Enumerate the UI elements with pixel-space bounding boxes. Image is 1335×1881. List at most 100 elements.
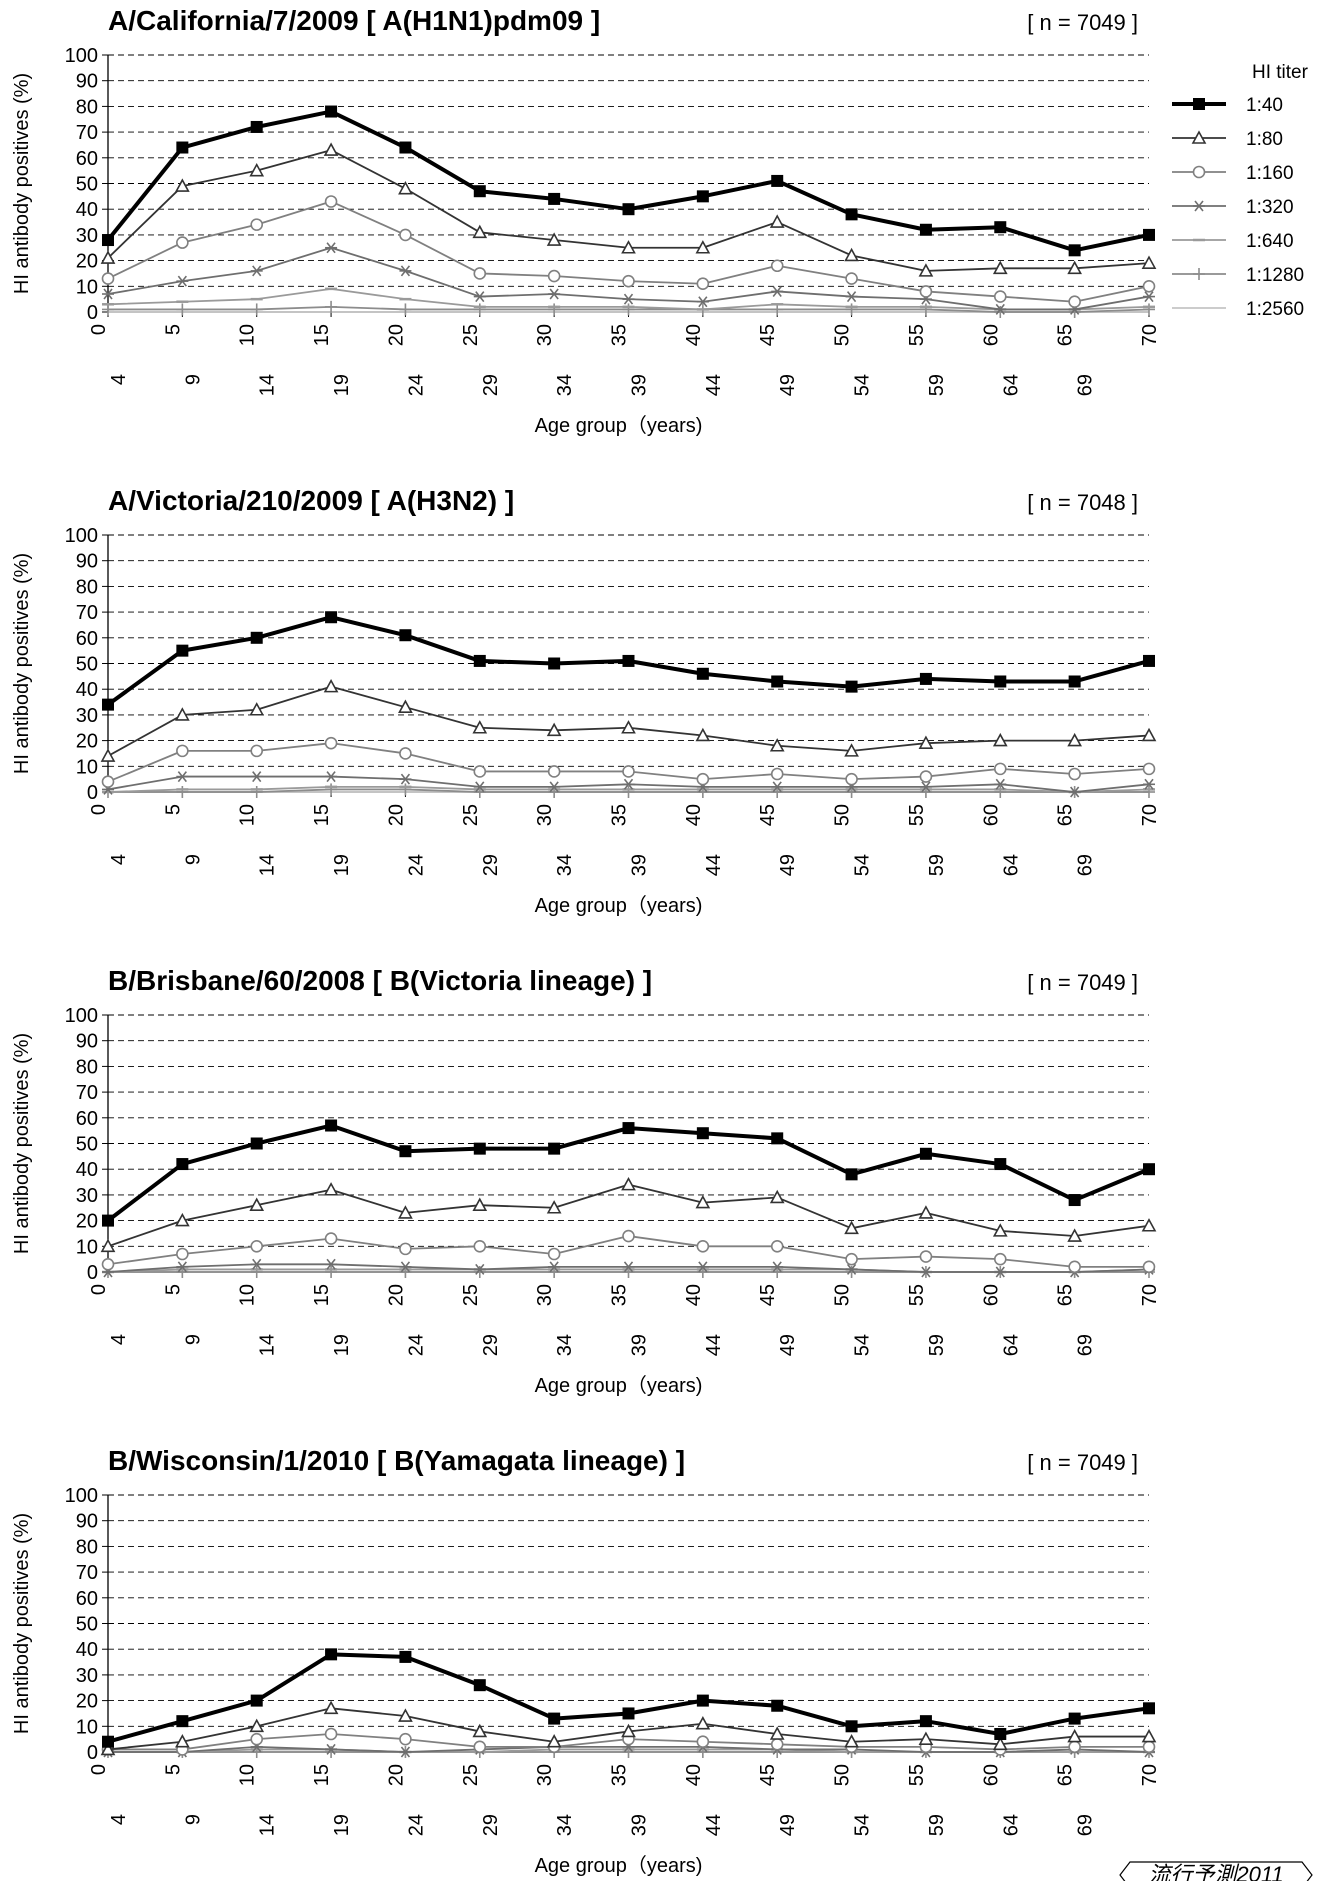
x-tick-label-start: 0 [88, 1764, 110, 1775]
x-tick-label-start: 10 [237, 324, 259, 346]
data-point [696, 1261, 709, 1273]
data-point [472, 1197, 488, 1211]
y-tick-label: 70 [76, 602, 98, 624]
data-point [696, 1694, 709, 1707]
data-point [250, 218, 264, 231]
chart-panel-1: A/California/7/2009 [ A(H1N1)pdm09 ] [ n … [11, 5, 1161, 437]
series-1-80 [100, 1700, 1157, 1756]
x-axis-label: Age group（years) [535, 894, 703, 917]
data-point [102, 234, 114, 247]
data-point [175, 1212, 190, 1227]
data-point [102, 698, 114, 711]
data-point [1143, 303, 1155, 316]
data-point [473, 291, 486, 303]
x-tick-label-start: 60 [980, 1284, 1002, 1306]
data-point [473, 654, 486, 667]
data-point [473, 1263, 486, 1275]
legend-label: 1:80 [1246, 129, 1283, 150]
x-tick-label-start: 45 [757, 804, 779, 826]
data-point [325, 1743, 338, 1755]
x-tick-label-end: 64 [1000, 1814, 1022, 1836]
data-point [1068, 1740, 1081, 1754]
x-tick-label: 60 64 [980, 1764, 1022, 1836]
data-point [176, 1158, 189, 1171]
y-tick-label: 30 [76, 705, 98, 727]
data-point [696, 277, 710, 291]
legend-label: 1:320 [1246, 197, 1294, 218]
data-point [769, 738, 785, 752]
data-point [919, 672, 932, 685]
x-tick-label-start: 40 [683, 324, 705, 346]
x-axis-label: Age group（years) [535, 414, 703, 437]
data-point [546, 232, 562, 246]
y-tick-label: 30 [76, 1185, 98, 1207]
x-tick-label: 10 14 [237, 324, 279, 396]
data-point [399, 141, 412, 154]
y-tick-label: 10 [76, 1716, 98, 1738]
x-tick-label-end: 9 [182, 374, 204, 385]
x-tick-label-end: 44 [703, 854, 725, 876]
data-point [399, 1261, 412, 1273]
x-tick-label: 45 49 [757, 324, 799, 396]
data-point [622, 1261, 635, 1273]
series-1-160 [101, 1229, 1156, 1274]
x-tick-label-start: 30 [534, 804, 556, 826]
series-1-40 [102, 1648, 1155, 1748]
data-point [622, 1229, 635, 1243]
data-point [250, 1258, 263, 1270]
data-point [1067, 260, 1082, 275]
y-tick-label: 40 [76, 679, 98, 701]
data-point [101, 272, 115, 285]
x-tick-label-start: 25 [460, 804, 482, 826]
data-point [473, 303, 486, 316]
legend-entry: 1:40 [1172, 95, 1283, 116]
data-point [250, 744, 264, 758]
data-point [696, 667, 709, 680]
data-point [323, 678, 339, 693]
x-tick-label-start: 5 [162, 1284, 184, 1295]
x-tick-label-start: 65 [1055, 804, 1077, 826]
x-tick-label-end: 24 [405, 1334, 427, 1356]
data-point [1068, 1260, 1081, 1274]
x-tick-label: 45 49 [757, 1284, 799, 1356]
data-point [771, 781, 784, 793]
x-tick-label-end: 64 [1000, 1334, 1022, 1356]
data-point [399, 1650, 412, 1663]
legend-entry: 1:2560 [1172, 299, 1304, 320]
data-point [994, 1728, 1007, 1741]
y-tick-label: 20 [76, 251, 98, 273]
x-tick-label-end: 34 [554, 1814, 576, 1836]
x-tick-label-start: 15 [311, 804, 333, 826]
data-point [399, 1242, 412, 1256]
data-point [100, 748, 116, 762]
data-point [398, 1205, 413, 1219]
legend-marker [1193, 268, 1205, 280]
data-point [324, 736, 338, 750]
data-point [324, 195, 338, 208]
x-tick-label-end: 44 [703, 1814, 725, 1836]
data-point [1068, 295, 1081, 309]
data-point [323, 1182, 339, 1196]
x-tick-label: 65 69 [1055, 804, 1097, 876]
data-point [845, 1720, 858, 1733]
x-tick-label-start: 60 [980, 1764, 1002, 1786]
sample-size-label: [ n = 7048 ] [1027, 490, 1138, 515]
x-tick-label-end: 24 [405, 854, 427, 876]
y-tick-label: 50 [76, 654, 98, 676]
chart-title: B/Brisbane/60/2008 [ B(Victoria lineage)… [108, 965, 652, 996]
data-point [176, 141, 189, 154]
legend-entry: 1:640 [1172, 231, 1294, 252]
data-point [473, 1679, 486, 1692]
sample-size-label: [ n = 7049 ] [1027, 1450, 1138, 1475]
data-point [250, 1266, 263, 1278]
data-point [845, 303, 858, 316]
data-point [994, 303, 1007, 315]
data-point [250, 1137, 263, 1150]
x-tick-label-start: 15 [311, 1284, 333, 1306]
y-tick-label: 100 [65, 1485, 98, 1507]
x-tick-label-start: 45 [757, 324, 779, 346]
